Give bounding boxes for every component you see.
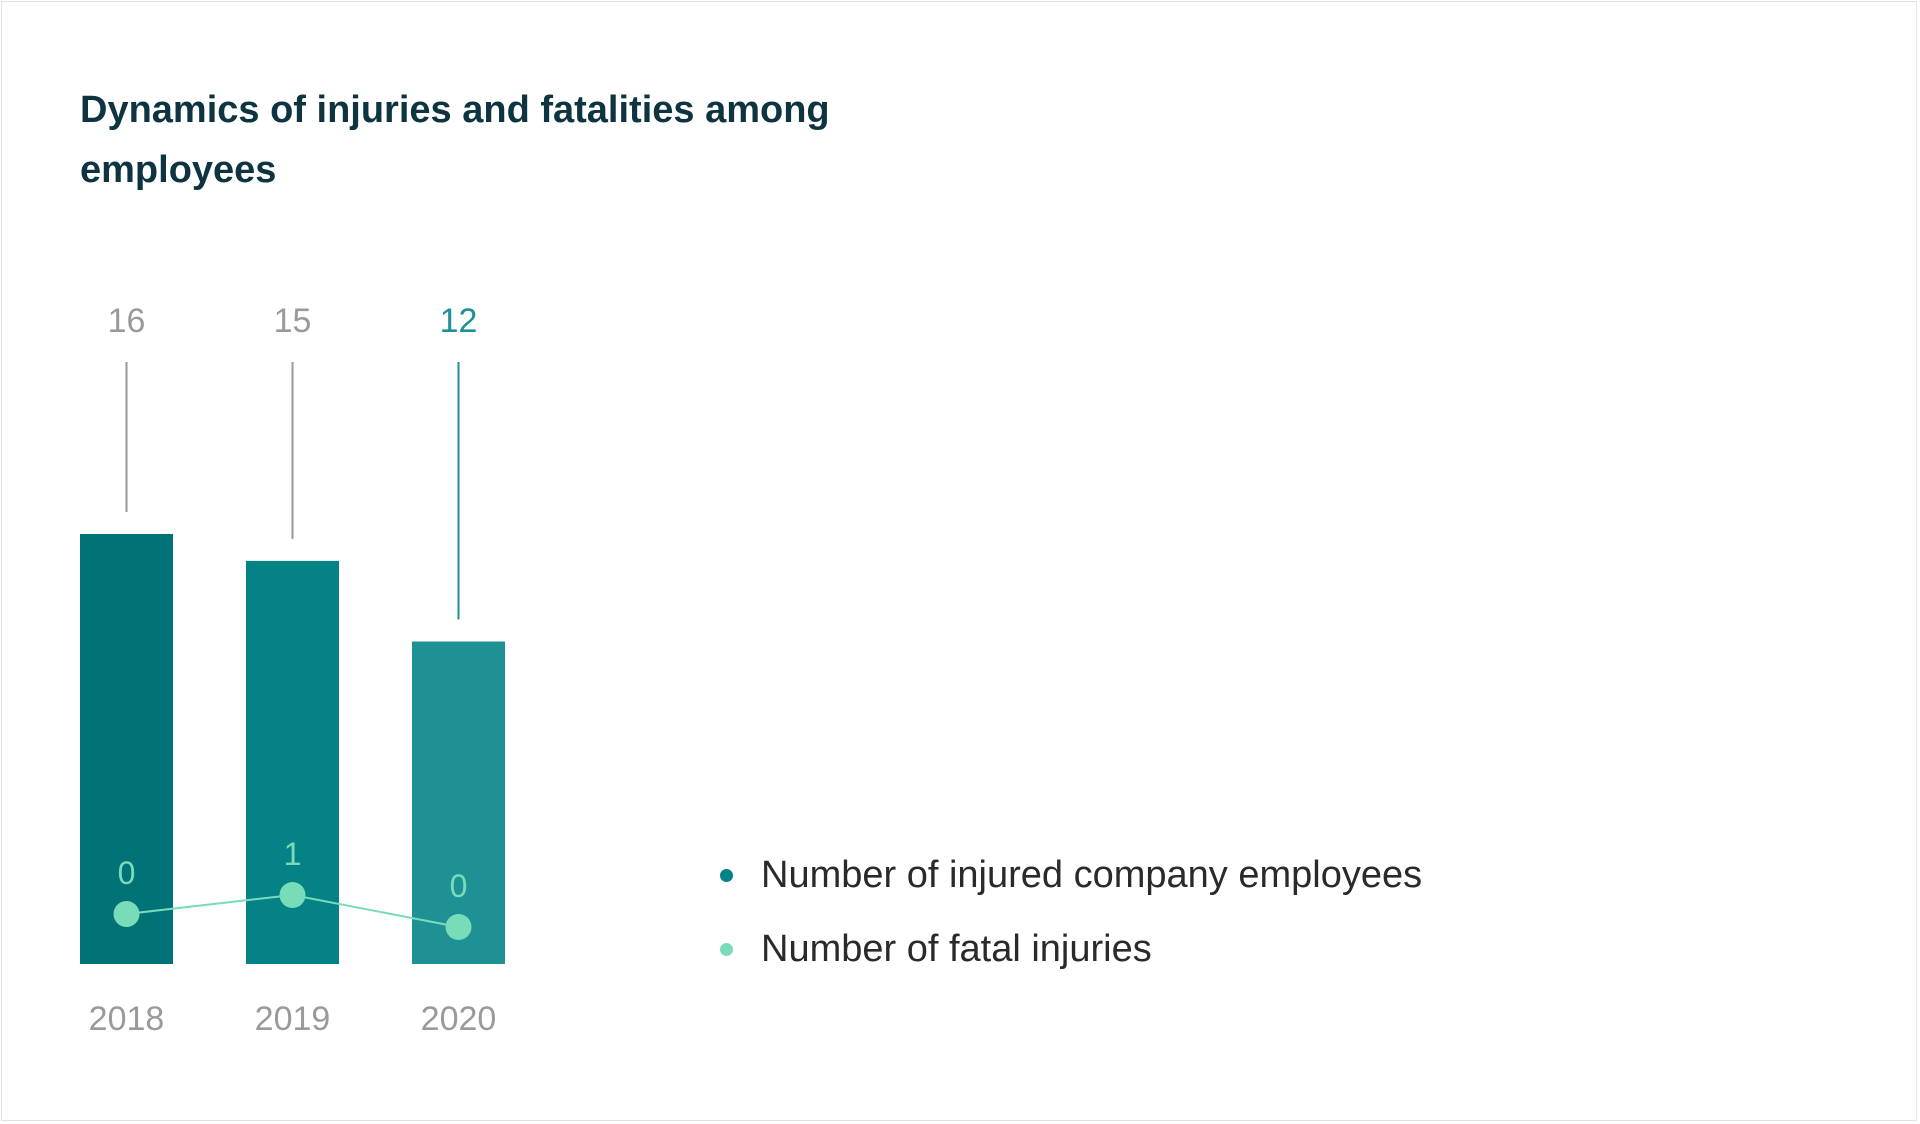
chart-title: Dynamics of injuries and fatalities amon… bbox=[80, 89, 830, 191]
x-axis: 2018 2019 2020 bbox=[89, 1000, 497, 1038]
legend-marker-injured bbox=[720, 868, 733, 882]
legend-item-injured: Number of injured company employees bbox=[720, 838, 1422, 912]
fatal-point-2020 bbox=[445, 914, 472, 940]
bar-value-label-2019: 15 bbox=[274, 302, 312, 340]
bars-layer: 16 15 12 bbox=[80, 302, 505, 964]
bar-2020 bbox=[412, 641, 505, 964]
fatal-value-label-2019: 1 bbox=[284, 836, 302, 872]
legend-item-fatal: Number of fatal injuries bbox=[720, 912, 1422, 986]
bar-2018 bbox=[80, 534, 173, 964]
fatal-point-2019 bbox=[279, 882, 306, 908]
bar-value-label-2018: 16 bbox=[108, 302, 146, 340]
legend-marker-fatal bbox=[720, 942, 733, 956]
legend: Number of injured company employees Numb… bbox=[720, 838, 1422, 986]
legend-label-fatal: Number of fatal injuries bbox=[761, 927, 1152, 970]
fatal-value-label-2018: 0 bbox=[118, 855, 136, 891]
legend-label-injured: Number of injured company employees bbox=[761, 853, 1423, 896]
x-tick-label-2019: 2019 bbox=[255, 1000, 331, 1038]
x-tick-label-2018: 2018 bbox=[89, 1000, 165, 1038]
fatal-value-label-2020: 0 bbox=[450, 868, 468, 904]
bar-value-label-2020: 12 bbox=[440, 302, 478, 340]
x-tick-label-2020: 2020 bbox=[421, 1000, 497, 1038]
fatal-point-2018 bbox=[113, 901, 140, 927]
fatal-line-layer: 0 1 0 bbox=[113, 836, 472, 940]
